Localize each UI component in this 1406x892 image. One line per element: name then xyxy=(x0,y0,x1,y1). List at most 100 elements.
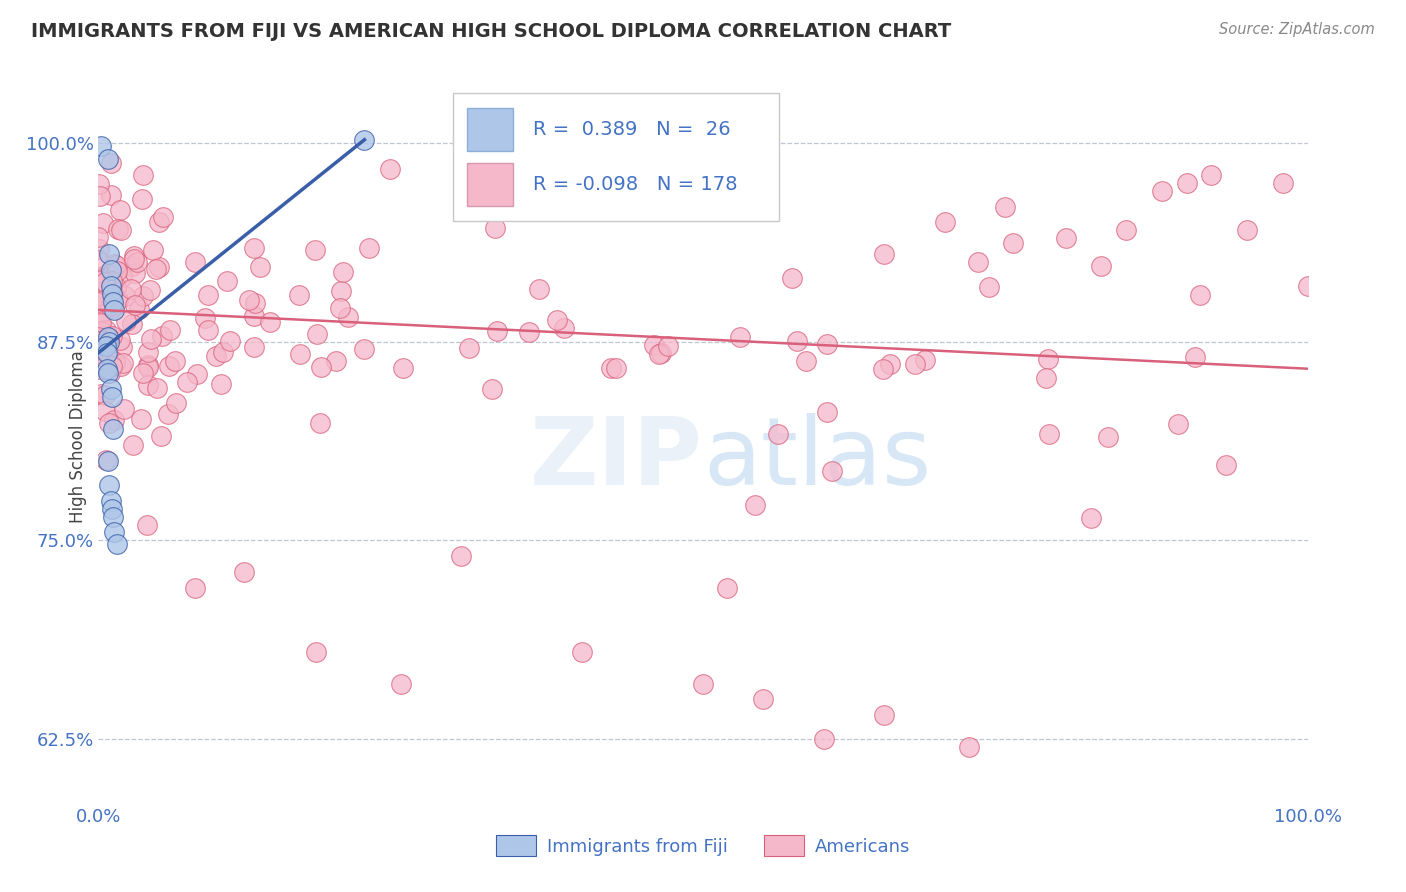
Point xyxy=(87,271,110,285)
Point xyxy=(290,347,312,361)
Text: ZIP: ZIP xyxy=(530,413,703,505)
Point xyxy=(120,282,142,296)
Point xyxy=(87,329,110,343)
Point xyxy=(378,161,401,176)
Y-axis label: High School Diploma: High School Diploma xyxy=(69,351,87,524)
Point xyxy=(101,284,124,298)
Point xyxy=(879,357,901,371)
Point xyxy=(111,269,134,284)
Point xyxy=(148,260,170,275)
Point xyxy=(94,452,117,467)
Point xyxy=(392,360,415,375)
Point xyxy=(90,327,112,342)
Point xyxy=(90,324,112,338)
Point xyxy=(517,326,540,340)
Point xyxy=(914,352,936,367)
Point xyxy=(97,330,120,344)
Point xyxy=(104,355,127,369)
Point xyxy=(89,189,111,203)
Point xyxy=(1175,176,1198,190)
Point xyxy=(309,416,332,430)
Point xyxy=(98,477,121,491)
Point xyxy=(107,222,129,236)
Point xyxy=(103,413,125,427)
Point xyxy=(979,280,1001,294)
Point xyxy=(288,287,311,301)
Point xyxy=(89,334,111,348)
Point xyxy=(150,429,173,443)
FancyBboxPatch shape xyxy=(467,163,513,206)
Point xyxy=(605,360,627,375)
Point xyxy=(197,323,219,337)
Point xyxy=(159,323,181,337)
Point xyxy=(157,359,180,373)
Point xyxy=(1167,417,1189,431)
Point xyxy=(89,307,111,321)
Point xyxy=(1036,352,1059,367)
Point xyxy=(152,210,174,224)
Point xyxy=(1038,427,1060,442)
Point xyxy=(97,353,120,368)
Point xyxy=(934,215,956,229)
Point xyxy=(1296,279,1319,293)
Point xyxy=(131,192,153,206)
Point xyxy=(93,387,115,401)
Point xyxy=(105,536,128,550)
Point xyxy=(1184,350,1206,364)
Point xyxy=(101,509,124,524)
Point xyxy=(815,337,838,351)
Point xyxy=(1001,235,1024,250)
Point xyxy=(108,334,131,348)
Point xyxy=(138,378,160,392)
Point xyxy=(97,338,120,352)
Point xyxy=(1097,430,1119,444)
Point xyxy=(91,216,114,230)
Point xyxy=(648,346,671,360)
Point xyxy=(136,358,159,372)
Point xyxy=(692,676,714,690)
Point xyxy=(873,247,896,261)
Point xyxy=(101,294,124,309)
Point xyxy=(93,404,115,418)
Point xyxy=(1090,259,1112,273)
Point xyxy=(94,275,117,289)
Point xyxy=(132,168,155,182)
Text: Source: ZipAtlas.com: Source: ZipAtlas.com xyxy=(1219,22,1375,37)
Point xyxy=(330,285,353,299)
Point xyxy=(1152,184,1174,198)
Point xyxy=(112,402,135,417)
Point xyxy=(353,133,375,147)
Point xyxy=(716,581,738,595)
Point xyxy=(163,354,186,368)
Point xyxy=(97,367,120,381)
Point xyxy=(105,264,128,278)
Point xyxy=(122,249,145,263)
Point xyxy=(309,360,332,375)
Point xyxy=(571,645,593,659)
Point xyxy=(101,328,124,343)
Point xyxy=(122,252,145,266)
Point xyxy=(132,289,155,303)
Point xyxy=(101,265,124,279)
Point xyxy=(100,301,122,315)
Point xyxy=(243,310,266,324)
Point xyxy=(238,293,260,308)
Point xyxy=(305,645,328,659)
Point xyxy=(114,289,136,303)
Point xyxy=(105,258,128,272)
Point xyxy=(100,155,122,169)
Text: IMMIGRANTS FROM FIJI VS AMERICAN HIGH SCHOOL DIPLOMA CORRELATION CHART: IMMIGRANTS FROM FIJI VS AMERICAN HIGH SC… xyxy=(31,22,952,41)
Point xyxy=(94,338,117,352)
Point xyxy=(546,313,568,327)
Point xyxy=(165,396,187,410)
Point xyxy=(259,315,281,329)
Point xyxy=(1080,511,1102,525)
Point xyxy=(184,255,207,269)
Point xyxy=(87,349,110,363)
Point xyxy=(89,242,111,256)
Point xyxy=(98,334,121,349)
Point xyxy=(90,270,112,285)
Point xyxy=(1115,223,1137,237)
Point xyxy=(103,525,125,540)
Point xyxy=(1236,223,1258,237)
